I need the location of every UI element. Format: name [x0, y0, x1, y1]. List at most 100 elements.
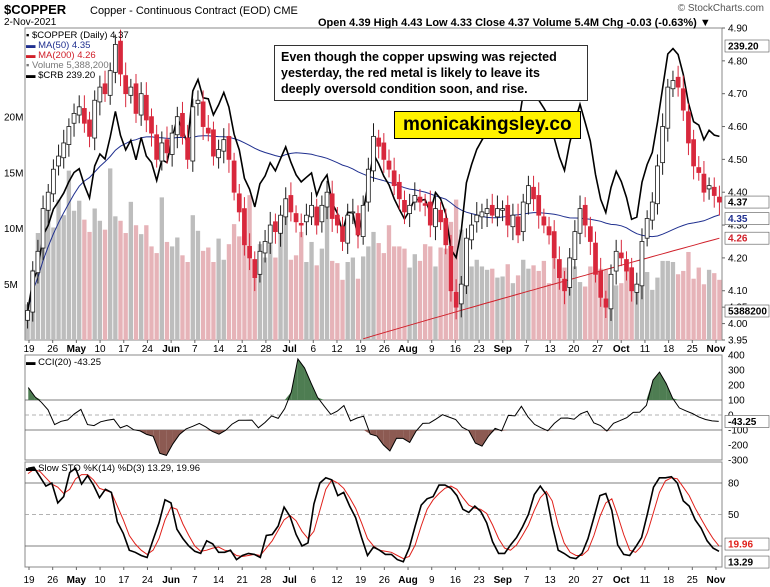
volume-bar [200, 250, 206, 340]
volume-tick-label: 15M [4, 168, 23, 179]
candle-body [154, 134, 160, 160]
candle-body [696, 167, 702, 173]
x-tick-label: May [67, 575, 87, 586]
candle-body [61, 142, 67, 159]
x-tick-label: 11 [640, 575, 651, 586]
candle-body [174, 116, 180, 136]
volume-bar [428, 246, 433, 340]
volume-bar [655, 277, 660, 340]
candle-body [293, 213, 299, 223]
volume-bar [422, 244, 428, 340]
x-tick-label: 26 [47, 575, 59, 586]
volume-bar [567, 277, 572, 340]
volume-bar [670, 262, 676, 340]
volume-bar [226, 244, 232, 340]
cci-oversold-fill [547, 430, 555, 431]
volume-value-tag: 5388200 [728, 307, 767, 318]
cci-overbought-fill [652, 372, 660, 400]
volume-bar [144, 225, 149, 340]
volume-bar [675, 274, 681, 340]
volume-bar [102, 229, 108, 340]
candle-body [164, 139, 170, 154]
volume-bar [557, 274, 562, 340]
candle-body [510, 214, 516, 228]
candle-body [629, 267, 635, 292]
volume-bar [133, 225, 139, 340]
volume-bar [484, 269, 490, 340]
volume-tick-label: 10M [4, 224, 23, 235]
candle-body [143, 94, 149, 121]
candle-body [680, 88, 686, 111]
volume-bar [588, 266, 593, 340]
x-tick-label: 7 [192, 344, 198, 355]
volume-bar [510, 283, 516, 340]
volume-bar [469, 266, 474, 340]
candle-body [675, 76, 681, 88]
volume-bar [216, 238, 221, 340]
volume-bar [46, 204, 51, 340]
candle-body [247, 245, 252, 259]
volume-bar [366, 246, 371, 340]
candle-body [365, 168, 371, 203]
candle-body [386, 160, 392, 170]
cci-oversold-fill [383, 430, 390, 451]
candle-body [479, 211, 485, 218]
sto-d-value-tag-box [724, 537, 770, 551]
cci-oversold-fill [396, 430, 404, 439]
volume-bar [262, 257, 268, 340]
volume-bar [61, 215, 66, 340]
volume-bar [273, 257, 278, 340]
candle-body [649, 201, 655, 221]
candle-body [407, 204, 413, 214]
cci-tick-label: -100 [728, 426, 748, 437]
x-tick-label: 24 [142, 344, 154, 355]
candle-body [381, 142, 387, 160]
candle-body [159, 142, 165, 162]
volume-bar [345, 262, 350, 340]
candle-body [71, 112, 77, 124]
candle-body [252, 259, 258, 278]
x-tick-label: 21 [237, 344, 249, 355]
candle-body [180, 112, 185, 137]
sto-k-line [27, 466, 720, 563]
candle-body [686, 111, 691, 144]
volume-bar [278, 228, 283, 340]
volume-bar [66, 170, 72, 340]
volume-bar [526, 268, 531, 340]
cci-oversold-fill [501, 430, 509, 431]
volume-bar [619, 283, 624, 340]
candle-body [557, 259, 562, 278]
candle-body [262, 241, 268, 254]
candle-body [495, 208, 500, 218]
candle-body [448, 245, 454, 292]
volume-bar [304, 262, 309, 340]
volume-bar [717, 279, 722, 340]
volume-bar [433, 266, 438, 340]
x-tick-label: 20 [568, 344, 580, 355]
volume-bar [169, 246, 175, 340]
price-tick-label: 4.60 [728, 122, 748, 133]
volume-bar [686, 251, 691, 340]
candle-body [515, 216, 521, 236]
x-tick-label: 25 [687, 344, 699, 355]
x-tick-label: 16 [450, 344, 462, 355]
cci-legend-text: CCI(20) -43.25 [38, 357, 101, 368]
volume-bar [505, 264, 510, 340]
ma200-line [363, 237, 720, 340]
x-tick-label: Jul [282, 344, 297, 355]
x-tick-label: 9 [429, 575, 435, 586]
volume-bar [438, 247, 443, 340]
candle-body [107, 70, 113, 96]
candle-body [474, 214, 480, 223]
volume-value-tag-box [724, 304, 770, 318]
volume-bar [613, 285, 619, 340]
crb-value-tag: 239.20 [728, 42, 759, 53]
volume-bar [154, 253, 159, 340]
volume-bar [288, 259, 294, 340]
price-tick-label: 4.20 [728, 253, 748, 264]
panel-frame-2 [24, 354, 723, 461]
candle-body [278, 214, 283, 234]
legend-volume: ▪ Volume 5,388,200 [26, 60, 109, 71]
site-watermark: monicakingsley.co [394, 111, 581, 139]
legend-ma50-text: MA(50) 4.35 [38, 40, 91, 51]
